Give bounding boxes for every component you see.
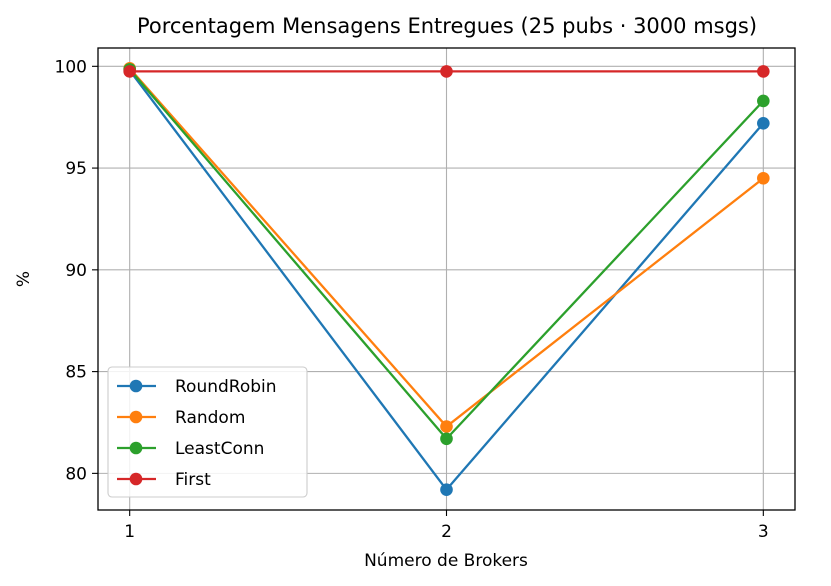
x-tick-label: 2 <box>441 522 452 542</box>
data-point-first <box>440 65 453 78</box>
data-point-random <box>757 172 770 185</box>
data-point-random <box>440 420 453 433</box>
data-point-leastconn <box>757 95 770 108</box>
legend-label-first: First <box>175 470 211 490</box>
chart-title: Porcentagem Mensagens Entregues (25 pubs… <box>137 14 757 38</box>
data-point-leastconn <box>440 432 453 445</box>
y-axis-label: % <box>14 271 34 287</box>
data-point-first <box>123 65 136 78</box>
x-axis-label: Número de Brokers <box>364 551 528 571</box>
x-tick-label: 1 <box>124 522 135 542</box>
legend-label-roundrobin: RoundRobin <box>175 377 277 397</box>
legend-marker-first <box>130 473 143 486</box>
y-tick-label: 80 <box>65 464 87 484</box>
x-tick-label: 3 <box>758 522 769 542</box>
data-point-first <box>757 65 770 78</box>
y-tick-label: 100 <box>55 57 87 77</box>
x-axis-ticks: 1 2 3 <box>124 510 768 542</box>
legend: RoundRobin Random LeastConn First <box>108 367 307 497</box>
y-tick-label: 85 <box>65 363 87 383</box>
y-tick-label: 95 <box>65 159 87 179</box>
legend-marker-random <box>130 411 143 424</box>
y-tick-label: 90 <box>65 261 87 281</box>
series-first <box>123 65 769 78</box>
legend-label-random: Random <box>175 408 245 428</box>
y-axis-ticks: 80 85 90 95 100 <box>55 57 98 484</box>
legend-label-leastconn: LeastConn <box>175 439 264 459</box>
legend-marker-leastconn <box>130 442 143 455</box>
data-point-roundrobin <box>757 117 770 130</box>
data-point-roundrobin <box>440 483 453 496</box>
legend-marker-roundrobin <box>130 380 143 393</box>
